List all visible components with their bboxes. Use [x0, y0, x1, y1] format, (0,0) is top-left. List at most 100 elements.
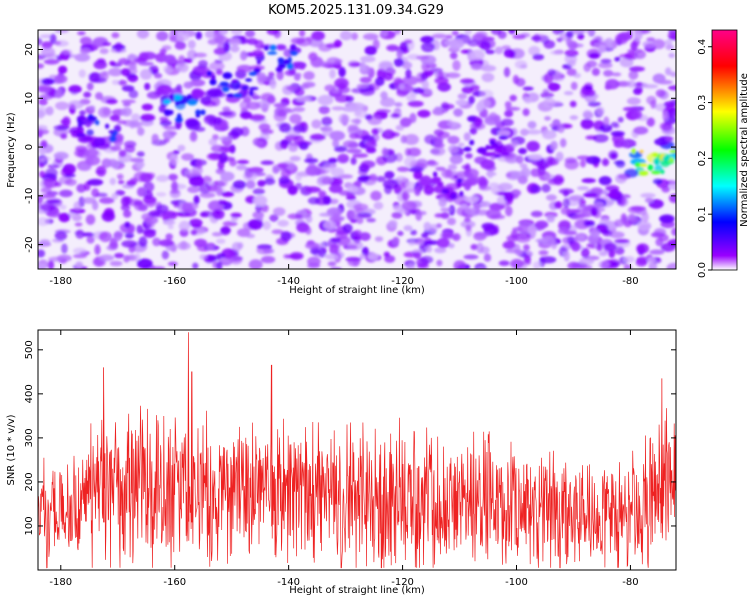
heatmap-cell — [159, 120, 172, 127]
heatmap-peak-cell — [634, 162, 642, 167]
heatmap-cell — [85, 155, 101, 166]
heatmap-cell — [510, 258, 524, 269]
heatmap-cell — [479, 110, 487, 118]
heatmap-cell — [202, 175, 212, 185]
heatmap-cell — [441, 232, 454, 239]
heatmap-cell — [593, 134, 609, 143]
heatmap-cell — [141, 51, 157, 60]
heatmap-cell — [567, 261, 580, 269]
heatmap-cell — [283, 108, 296, 113]
heatmap-cell — [354, 118, 361, 126]
heatmap-cell — [394, 30, 401, 35]
heatmap-cell — [342, 223, 353, 233]
heatmap-cell — [154, 73, 163, 79]
heatmap-cell — [669, 71, 676, 78]
heatmap-cell — [88, 72, 100, 83]
heatmap-cell — [170, 154, 179, 166]
heatmap-cell — [435, 166, 446, 171]
heatmap-cell — [256, 246, 272, 255]
heatmap-cell — [113, 230, 123, 241]
heatmap-cell — [396, 166, 410, 172]
heatmap-cell — [236, 159, 250, 165]
heatmap-cell — [216, 253, 226, 259]
heatmap-cell — [444, 169, 452, 178]
heatmap-cell — [464, 196, 479, 203]
heatmap-peak-cell — [275, 66, 283, 73]
heatmap-cell — [354, 180, 362, 188]
heatmap-cell — [169, 30, 178, 41]
heatmap-cell — [198, 182, 211, 194]
heatmap-cell — [604, 37, 614, 49]
heatmap-cell — [632, 110, 643, 120]
heatmap-cell — [53, 125, 69, 131]
heatmap-cell — [579, 257, 595, 266]
heatmap-cell — [542, 130, 557, 140]
heatmap-peak-cell — [639, 150, 644, 154]
heatmap-cell — [47, 260, 55, 269]
heatmap-cell — [151, 133, 159, 144]
heatmap-cell — [163, 125, 180, 130]
heatmap-frame — [37, 29, 677, 270]
heatmap-cell — [60, 133, 68, 140]
heatmap-cell — [426, 161, 439, 167]
heatmap-cell — [590, 229, 600, 239]
heatmap-peak-cell — [264, 45, 269, 51]
heatmap-cell — [156, 174, 169, 183]
heatmap-cell — [541, 183, 551, 193]
colorbar-tick-label: 0.0 — [697, 262, 708, 278]
heatmap-cell — [322, 127, 333, 132]
snr-x-tick-label: -160 — [163, 577, 186, 588]
heatmap-cell — [129, 157, 145, 163]
heatmap-cell — [38, 125, 48, 131]
heatmap-cell — [86, 82, 94, 91]
heatmap-cell — [244, 170, 253, 179]
heatmap-cell — [467, 39, 480, 47]
heatmap-cell — [608, 249, 616, 258]
heatmap-cell — [213, 117, 222, 125]
heatmap-cell — [565, 209, 582, 214]
heatmap-cell — [280, 231, 292, 242]
heatmap-cell — [82, 136, 94, 141]
heatmap-cell — [434, 76, 449, 85]
heatmap-cell — [108, 67, 123, 77]
heatmap-cell — [305, 186, 321, 193]
heatmap-cell — [171, 180, 179, 192]
heatmap-cell — [661, 186, 671, 193]
heatmap-cell — [463, 168, 479, 179]
heatmap-cell — [598, 62, 613, 69]
heatmap-x-tick-label: -160 — [163, 276, 186, 287]
heatmap-cell — [452, 60, 461, 71]
heatmap-cell — [415, 210, 423, 221]
heatmap-cell — [590, 207, 598, 217]
heatmap-cell — [457, 142, 465, 147]
heatmap-cell — [550, 100, 563, 106]
heatmap-cell — [82, 197, 97, 204]
heatmap-cell — [191, 88, 205, 99]
heatmap-cell — [423, 221, 432, 231]
heatmap-cell — [322, 195, 332, 205]
heatmap-cell — [514, 60, 528, 69]
heatmap-y-tick-label: -10 — [24, 188, 35, 204]
heatmap-cell — [193, 52, 207, 58]
heatmap-cell — [322, 163, 336, 172]
heatmap-cell — [652, 73, 666, 84]
heatmap-cell — [258, 123, 271, 131]
heatmap-cell — [111, 62, 122, 68]
heatmap-cell — [434, 247, 447, 254]
heatmap-cell — [474, 116, 482, 128]
heatmap-cell — [540, 92, 554, 99]
heatmap-cell — [131, 113, 141, 122]
heatmap-cell — [505, 106, 521, 111]
heatmap-y-tick-label: 0 — [24, 144, 35, 150]
heatmap-cell — [465, 224, 472, 232]
heatmap-cell — [214, 59, 224, 64]
heatmap-cell — [588, 52, 600, 59]
heatmap-cell — [189, 79, 206, 87]
heatmap-cell — [508, 30, 516, 35]
heatmap-cell — [347, 124, 359, 132]
heatmap-cell — [512, 34, 526, 40]
heatmap-cell — [366, 218, 376, 223]
heatmap-cell — [580, 118, 594, 130]
heatmap-peak-cell — [465, 181, 472, 188]
